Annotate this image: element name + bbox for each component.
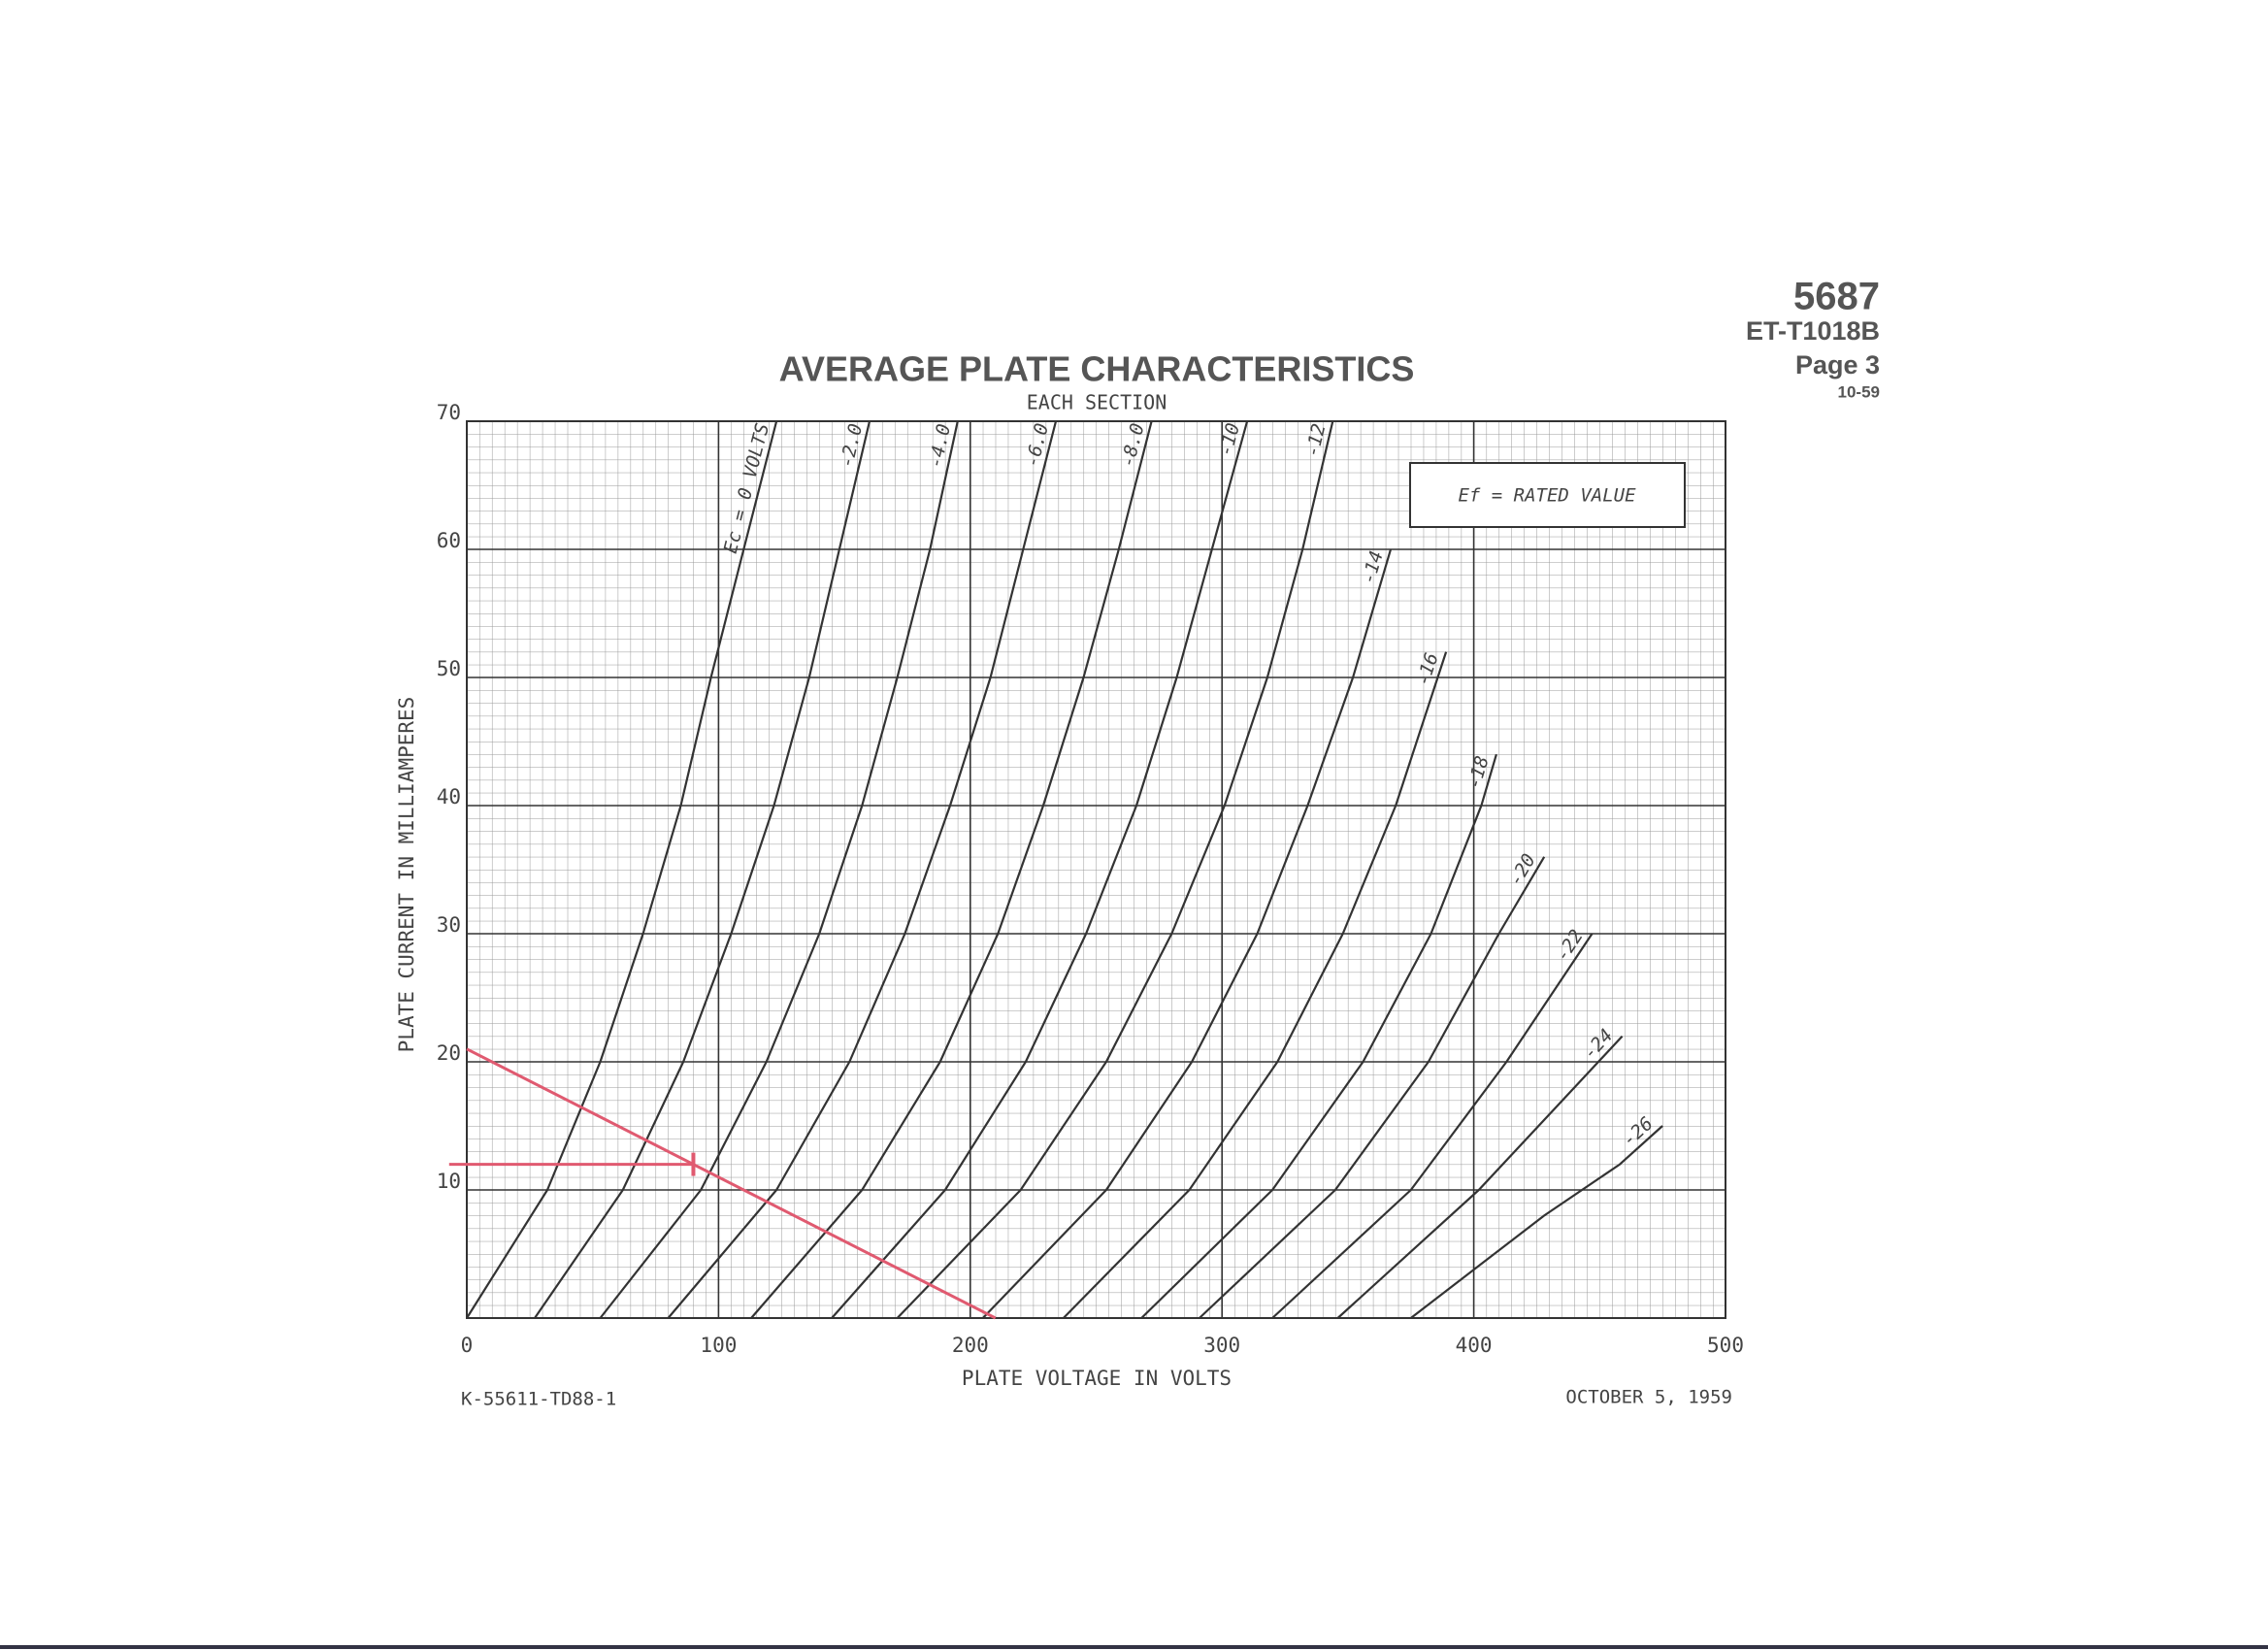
page-number: Page 3 xyxy=(1795,350,1880,380)
y-tick-label: 30 xyxy=(437,913,461,937)
annotation: Ef = RATED VALUE xyxy=(1458,485,1636,507)
curve xyxy=(1140,753,1497,1319)
curve xyxy=(1199,856,1546,1319)
y-tick-label: 70 xyxy=(437,401,461,424)
curve xyxy=(1063,651,1448,1319)
curve xyxy=(982,548,1393,1319)
doc-number: ET-T1018B xyxy=(1746,316,1880,346)
curve xyxy=(1336,1035,1624,1319)
curve xyxy=(466,1047,997,1320)
curve xyxy=(896,420,1334,1319)
y-tick-label: 10 xyxy=(437,1170,461,1193)
tube-number: 5687 xyxy=(1793,276,1880,318)
curve xyxy=(466,420,778,1319)
curve xyxy=(534,420,871,1319)
x-tick-label: 200 xyxy=(952,1334,989,1357)
y-tick-label: 50 xyxy=(437,657,461,680)
y-tick-label: 60 xyxy=(437,529,461,552)
y-tick-label: 20 xyxy=(437,1041,461,1065)
drawing-code: K-55611-TD88-1 xyxy=(461,1389,616,1410)
x-tick-label: 500 xyxy=(1707,1334,1744,1357)
x-tick-label: 100 xyxy=(700,1334,737,1357)
x-tick-label: 0 xyxy=(461,1334,474,1357)
x-tick-label: 300 xyxy=(1203,1334,1240,1357)
x-axis-label: PLATE VOLTAGE IN VOLTS xyxy=(962,1367,1232,1390)
curve xyxy=(750,420,1153,1319)
curve xyxy=(667,420,1058,1319)
revision: 10-59 xyxy=(1838,382,1880,401)
y-tick-label: 40 xyxy=(437,785,461,808)
x-tick-label: 400 xyxy=(1456,1334,1493,1357)
date: OCTOBER 5, 1959 xyxy=(1565,1387,1732,1408)
annotation-box xyxy=(1409,462,1686,528)
curve xyxy=(1410,1125,1663,1319)
curve xyxy=(831,420,1249,1319)
plot-area xyxy=(466,420,1726,1319)
y-axis-label: PLATE CURRENT IN MILLIAMPERES xyxy=(395,697,418,1053)
chart-subtitle: EACH SECTION xyxy=(1027,391,1167,414)
curve xyxy=(599,420,959,1319)
curve xyxy=(1271,933,1594,1319)
chart-title: AVERAGE PLATE CHARACTERISTICS xyxy=(779,349,1415,389)
